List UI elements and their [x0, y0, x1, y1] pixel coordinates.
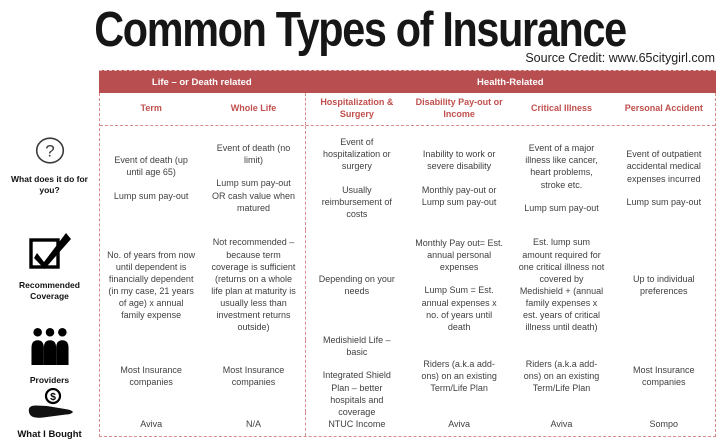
svg-text:?: ?	[45, 142, 54, 161]
page-title: Common Types of Insurance	[94, 1, 627, 57]
table-cell: NTUC Income	[328, 418, 386, 429]
table-cell: Up to individual preferences	[633, 273, 695, 296]
source-credit: Source Credit: www.65citygirl.com	[525, 51, 715, 65]
column-header: Whole Life	[202, 93, 306, 125]
table-cell: Most Insurance companies	[633, 364, 695, 387]
table-cell: Aviva	[140, 418, 163, 429]
row-header-label: What I Bought	[17, 429, 82, 440]
column-header: Critical Illness	[530, 103, 592, 114]
table-cell: Most Insurance companies	[202, 340, 306, 412]
question-icon: ?	[35, 137, 65, 168]
row-header-label: Recommended Coverage	[19, 280, 80, 301]
row-header-what-i-bought: $ What I Bought	[0, 387, 99, 441]
checkbox-icon	[28, 233, 72, 274]
table-cell: Aviva	[448, 418, 471, 429]
table-cell: Inability to work or severe disability Mo…	[421, 149, 497, 207]
table-cell: Event of hospitalization or surgery Usual…	[321, 137, 392, 219]
title-wrap: Common Types of Insurance	[0, 0, 720, 57]
table-row: Aviva N/A NTUC Income Aviva Aviva Sompo	[100, 412, 715, 436]
table-cell: N/A	[202, 412, 306, 436]
money-hand-icon: $	[26, 387, 74, 423]
row-header-recommended-coverage: Recommended Coverage	[0, 232, 99, 301]
table-cell: Depending on your needs	[318, 273, 395, 296]
table-row: Most Insurance companies Most Insurance c…	[100, 335, 715, 417]
table-cell: Event of death (no limit) Lump sum pay-ou…	[202, 126, 306, 230]
column-header: Personal Accident	[624, 103, 703, 114]
group-header-row: Life – or Death related Health-Related	[99, 70, 716, 93]
table-row: Event of death (up until age 65) Lump sum…	[100, 126, 715, 230]
table-cell: Medishield Life – basic Integrated Shield…	[322, 335, 391, 417]
table-row: No. of years from now until dependent is…	[100, 230, 715, 340]
group-header-life: Life – or Death related	[151, 76, 252, 88]
table-cell: No. of years from now until dependent is…	[107, 249, 196, 321]
table-cell: Monthly Pay out= Est. annual personal ex…	[415, 238, 504, 332]
table-cell: Event of a major illness like cancer, he…	[524, 143, 599, 213]
column-header: Disability Pay-out or Income	[415, 97, 503, 119]
insurance-table: Life – or Death related Health-Related T…	[99, 70, 716, 437]
row-header-what-it-does: ? What does it do for you?	[0, 137, 99, 195]
table-body-wrap: Term Whole Life Hospitalization & Surgery D…	[99, 93, 716, 437]
table-cell: Not recommended – because term coverage …	[202, 230, 306, 340]
row-header-label: Providers	[29, 375, 70, 385]
column-header-row: Term Whole Life Hospitalization & Surgery D…	[100, 93, 715, 126]
group-header-health: Health-Related	[477, 76, 544, 88]
table-body: Event of death (up until age 65) Lump sum…	[100, 126, 715, 436]
table-cell: Event of outpatient accidental medical e…	[626, 149, 702, 207]
providers-icon	[27, 327, 73, 369]
table-cell: Most Insurance companies	[120, 364, 182, 387]
table-cell: Aviva	[550, 418, 573, 429]
table-cell: Est. lump sum amount required for one cr…	[518, 237, 605, 333]
table-cell: Event of death (up until age 65) Lump sum…	[113, 155, 189, 201]
column-header: Term	[140, 103, 162, 114]
table-cell: Riders (a.k.a add-ons) on an existing Te…	[523, 358, 600, 394]
row-header-label: What does it do for you?	[11, 174, 88, 195]
table-cell: Sompo	[649, 418, 679, 429]
svg-text:$: $	[50, 391, 56, 403]
row-header-providers: Providers	[0, 327, 99, 386]
column-header: Hospitalization & Surgery	[320, 97, 394, 119]
table-cell: Riders (a.k.a add-ons) on an existing Te…	[421, 358, 497, 394]
